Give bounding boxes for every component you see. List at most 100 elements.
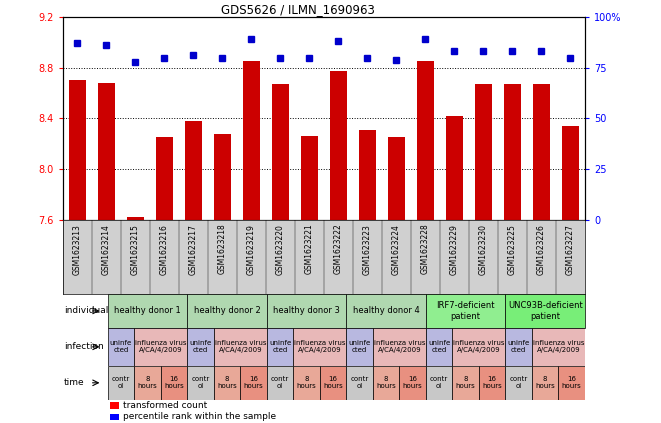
Text: uninfe
cted: uninfe cted: [348, 341, 371, 353]
Text: GSM1623216: GSM1623216: [160, 224, 169, 275]
Text: GSM1623214: GSM1623214: [102, 224, 111, 275]
Text: uninfe
cted: uninfe cted: [190, 341, 212, 353]
Text: time: time: [63, 378, 85, 387]
Text: 16
hours: 16 hours: [244, 376, 264, 389]
Text: healthy donor 2: healthy donor 2: [194, 306, 260, 316]
Text: influenza virus
A/CA/4/2009: influenza virus A/CA/4/2009: [135, 341, 186, 353]
Text: uninfe
cted: uninfe cted: [110, 341, 132, 353]
Bar: [346, 328, 373, 366]
Bar: [187, 366, 214, 400]
Text: 16
hours: 16 hours: [403, 376, 422, 389]
Bar: [134, 366, 161, 400]
Bar: [346, 366, 373, 400]
Bar: [108, 328, 134, 366]
Bar: [562, 126, 579, 220]
Text: 16
hours: 16 hours: [483, 376, 502, 389]
Bar: [243, 61, 260, 220]
Text: 8
hours: 8 hours: [217, 376, 237, 389]
Bar: [110, 402, 119, 409]
Text: GSM1623217: GSM1623217: [189, 224, 198, 275]
Text: GSM1623230: GSM1623230: [479, 224, 488, 275]
Bar: [479, 366, 506, 400]
Text: contr
ol: contr ol: [112, 376, 130, 389]
Text: GSM1623223: GSM1623223: [363, 224, 372, 275]
Bar: [373, 328, 426, 366]
Text: influenza virus
A/CA/4/2009: influenza virus A/CA/4/2009: [533, 341, 584, 353]
Text: contr
ol: contr ol: [271, 376, 290, 389]
Text: individual: individual: [63, 306, 108, 316]
Bar: [267, 366, 293, 400]
Text: influenza virus
A/CA/4/2009: influenza virus A/CA/4/2009: [373, 341, 425, 353]
Bar: [267, 328, 293, 366]
Text: IRF7-deficient
patient: IRF7-deficient patient: [436, 301, 495, 321]
Bar: [426, 294, 506, 328]
Bar: [532, 366, 559, 400]
Text: 8
hours: 8 hours: [137, 376, 157, 389]
Text: GSM1623227: GSM1623227: [566, 224, 575, 275]
Text: GSM1623221: GSM1623221: [305, 224, 314, 275]
Text: 8
hours: 8 hours: [535, 376, 555, 389]
Text: 16
hours: 16 hours: [164, 376, 184, 389]
Bar: [533, 84, 550, 220]
Text: 16
hours: 16 hours: [562, 376, 582, 389]
Text: percentile rank within the sample: percentile rank within the sample: [123, 412, 276, 421]
Text: contr
ol: contr ol: [430, 376, 448, 389]
Text: healthy donor 4: healthy donor 4: [353, 306, 420, 316]
Bar: [559, 366, 585, 400]
Text: GSM1623220: GSM1623220: [276, 224, 285, 275]
Text: healthy donor 3: healthy donor 3: [273, 306, 340, 316]
Text: uninfe
cted: uninfe cted: [508, 341, 530, 353]
Text: uninfe
cted: uninfe cted: [428, 341, 450, 353]
Bar: [504, 84, 521, 220]
Text: GSM1623218: GSM1623218: [218, 224, 227, 275]
Bar: [373, 366, 399, 400]
Bar: [446, 116, 463, 220]
Text: GSM1623228: GSM1623228: [421, 224, 430, 275]
Text: influenza virus
A/CA/4/2009: influenza virus A/CA/4/2009: [215, 341, 266, 353]
Bar: [69, 80, 86, 220]
Text: GSM1623219: GSM1623219: [247, 224, 256, 275]
Bar: [241, 366, 267, 400]
Text: contr
ol: contr ol: [350, 376, 369, 389]
Bar: [293, 366, 320, 400]
Text: 8
hours: 8 hours: [456, 376, 475, 389]
Text: GSM1623224: GSM1623224: [392, 224, 401, 275]
Bar: [359, 130, 376, 220]
Bar: [127, 217, 144, 220]
Text: influenza virus
A/CA/4/2009: influenza virus A/CA/4/2009: [294, 341, 346, 353]
Bar: [475, 84, 492, 220]
Text: UNC93B-deficient
patient: UNC93B-deficient patient: [508, 301, 582, 321]
Bar: [301, 136, 318, 220]
Text: uninfe
cted: uninfe cted: [269, 341, 292, 353]
Bar: [110, 414, 119, 420]
Bar: [426, 366, 452, 400]
Bar: [330, 71, 347, 220]
Bar: [399, 366, 426, 400]
Bar: [320, 366, 346, 400]
Bar: [452, 328, 506, 366]
Text: transformed count: transformed count: [123, 401, 208, 410]
Bar: [98, 83, 115, 220]
Bar: [214, 366, 241, 400]
Bar: [272, 84, 289, 220]
Bar: [426, 328, 452, 366]
Text: contr
ol: contr ol: [510, 376, 528, 389]
Text: GSM1623215: GSM1623215: [131, 224, 140, 275]
Text: influenza virus
A/CA/4/2009: influenza virus A/CA/4/2009: [453, 341, 505, 353]
Bar: [388, 137, 405, 220]
Bar: [506, 328, 532, 366]
Bar: [187, 294, 267, 328]
Bar: [214, 328, 267, 366]
Text: GSM1623225: GSM1623225: [508, 224, 517, 275]
Text: contr
ol: contr ol: [192, 376, 210, 389]
Title: GDS5626 / ILMN_1690963: GDS5626 / ILMN_1690963: [221, 3, 375, 16]
Bar: [532, 328, 585, 366]
Bar: [293, 328, 346, 366]
Bar: [155, 137, 173, 220]
Text: 16
hours: 16 hours: [323, 376, 343, 389]
Bar: [346, 294, 426, 328]
Text: healthy donor 1: healthy donor 1: [114, 306, 181, 316]
Bar: [108, 366, 134, 400]
Text: GSM1623222: GSM1623222: [334, 224, 343, 275]
Bar: [267, 294, 346, 328]
